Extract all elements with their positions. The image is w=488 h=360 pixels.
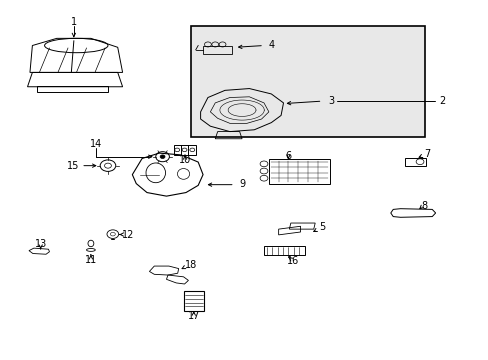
Text: 11: 11 [84,255,97,265]
Text: 12: 12 [122,230,134,239]
Text: 7: 7 [424,149,429,159]
Text: 4: 4 [268,40,274,50]
Text: 2: 2 [438,96,444,106]
Bar [190,26,424,137]
Text: 3: 3 [327,96,334,106]
Bar [37,86,108,92]
Bar [264,246,305,255]
Text: 5: 5 [319,222,325,232]
Bar [203,46,232,54]
Bar [183,291,203,311]
Bar [405,158,425,166]
Text: 10: 10 [179,154,191,165]
Text: 6: 6 [285,150,291,161]
Circle shape [160,155,164,158]
Bar [173,145,195,155]
Text: 16: 16 [286,256,299,266]
Text: 9: 9 [239,179,244,189]
Text: 15: 15 [66,161,79,171]
Text: 1: 1 [71,17,77,27]
Text: 13: 13 [35,239,47,249]
Bar [268,159,329,184]
Text: 17: 17 [187,311,200,320]
Text: 8: 8 [421,201,427,211]
Text: 14: 14 [89,139,102,149]
Text: 18: 18 [184,260,197,270]
